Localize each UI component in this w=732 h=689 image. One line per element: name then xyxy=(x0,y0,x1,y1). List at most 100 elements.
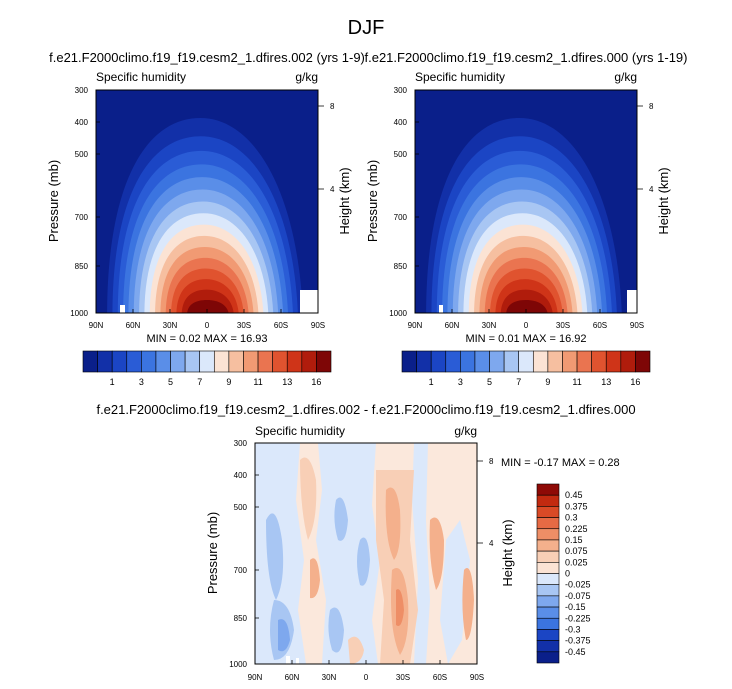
colorbar-label: -0.075 xyxy=(565,591,591,601)
x-tick-label: 30N xyxy=(482,321,497,330)
panel-3-y-right-axis: 8 4 Height (km) xyxy=(477,457,515,587)
y-axis-ticks xyxy=(96,89,100,314)
panel-3-colorbar: 0.450.3750.30.2250.150.0750.0250-0.025-0… xyxy=(536,483,591,664)
diff-region-positive xyxy=(300,457,317,540)
panel-1-contour-layer xyxy=(107,118,303,313)
contour-band xyxy=(506,300,548,313)
y-right-ticks xyxy=(637,105,643,190)
colorbar-label: -0.375 xyxy=(565,636,591,646)
figure-title: DJF xyxy=(348,17,385,39)
panel-1-title: f.e21.F2000climo.f19_f19.cesm2_1.dfires.… xyxy=(49,50,365,65)
colorbar-swatch xyxy=(401,350,417,373)
colorbar-label: 0.15 xyxy=(565,535,583,545)
colorbar-swatch xyxy=(316,350,332,373)
colorbar-label: 0 xyxy=(565,569,570,579)
y-right-tick-label: 8 xyxy=(489,457,494,466)
colorbar-swatch xyxy=(620,350,636,373)
x-tick-label: 0 xyxy=(205,321,210,330)
y-tick-label: 850 xyxy=(394,262,408,271)
colorbar-swatch xyxy=(536,562,560,574)
y-tick-label: 500 xyxy=(234,503,248,512)
colorbar-swatch xyxy=(532,350,549,373)
diff-region-negative xyxy=(316,443,380,664)
x-tick-label: 30S xyxy=(237,321,251,330)
panel-1-ylabel: Pressure (mb) xyxy=(46,160,61,242)
colorbar-swatch xyxy=(536,651,560,664)
diff-region-negative xyxy=(278,619,290,652)
colorbar-swatch xyxy=(301,350,317,373)
y-tick-label: 1000 xyxy=(229,660,247,669)
panel-2-ylabel: Pressure (mb) xyxy=(365,160,380,242)
y-tick-label: 700 xyxy=(234,566,248,575)
panel-3-ylabel-right: Height (km) xyxy=(500,519,515,586)
x-tick-label: 60N xyxy=(445,321,460,330)
panel-3-missing-cell xyxy=(296,658,299,664)
colorbar-label: -0.225 xyxy=(565,613,591,623)
panel-3-unit-label: g/kg xyxy=(454,424,477,438)
colorbar-label: 5 xyxy=(168,377,173,387)
colorbar-label: 7 xyxy=(197,377,202,387)
y-tick-label: 500 xyxy=(394,150,408,159)
panel-1: f.e21.F2000climo.f19_f19.cesm2_1.dfires.… xyxy=(46,50,365,387)
colorbar-swatch xyxy=(286,350,303,373)
x-axis-ticks xyxy=(254,660,478,664)
colorbar-swatch xyxy=(243,350,259,373)
y-right-tick-label: 4 xyxy=(649,185,654,194)
colorbar-swatch xyxy=(536,606,560,619)
y-right-tick-label: 8 xyxy=(330,102,335,111)
panel-2-plot-area xyxy=(415,90,637,313)
colorbar-label: 11 xyxy=(253,377,262,387)
colorbar-label: 16 xyxy=(630,377,640,387)
x-tick-label: 0 xyxy=(524,321,529,330)
y-right-tick-label: 4 xyxy=(489,539,494,548)
colorbar-swatch xyxy=(489,350,505,373)
panel-2-ylabel-right: Height (km) xyxy=(656,167,671,234)
panel-1-ylabel-right: Height (km) xyxy=(337,167,352,234)
panel-1-stats: MIN = 0.02 MAX = 16.93 xyxy=(146,333,267,345)
x-tick-label: 90N xyxy=(89,321,104,330)
colorbar-label: -0.15 xyxy=(565,602,586,612)
y-right-tick-label: 8 xyxy=(649,102,654,111)
colorbar-swatch xyxy=(97,350,113,373)
x-axis-ticks xyxy=(414,309,638,313)
panel-3-x-axis: 90N 60N 30N 0 30S 60S 90S xyxy=(248,660,484,682)
colorbar-label: 0.025 xyxy=(565,557,588,567)
y-tick-label: 400 xyxy=(394,118,408,127)
colorbar-swatch xyxy=(503,350,520,373)
diff-region-positive xyxy=(348,636,364,664)
x-tick-label: 90S xyxy=(470,673,484,682)
colorbar-swatch xyxy=(536,595,560,608)
diff-region-positive xyxy=(385,487,401,560)
y-tick-label: 500 xyxy=(75,150,89,159)
y-right-tick-label: 4 xyxy=(330,185,335,194)
x-tick-label: 90N xyxy=(408,321,423,330)
colorbar-swatch xyxy=(460,350,476,373)
colorbar-label: 0.45 xyxy=(565,490,583,500)
panel-1-plot-area xyxy=(96,90,318,313)
panel-3-plot-area xyxy=(255,443,477,664)
colorbar-swatch xyxy=(536,640,560,653)
colorbar-label: 0.375 xyxy=(565,501,588,511)
panel-2-missing-right xyxy=(627,290,637,313)
y-tick-label: 400 xyxy=(75,118,89,127)
colorbar-swatch xyxy=(170,350,186,373)
colorbar-label: 3 xyxy=(139,377,144,387)
x-axis-ticks xyxy=(95,309,319,313)
panel-2-title: f.e21.F2000climo.f19_f19.cesm2_1.dfires.… xyxy=(364,50,687,65)
diff-region-positive xyxy=(310,558,320,599)
colorbar-swatch xyxy=(605,350,622,373)
panel-3-contour-layer xyxy=(255,443,474,664)
colorbar-swatch xyxy=(213,350,230,373)
y-tick-label: 1000 xyxy=(389,309,407,318)
colorbar-label: 7 xyxy=(516,377,521,387)
diff-region-positive xyxy=(462,568,474,640)
panel-1-x-axis: 90N 60N 30N 0 30S 60S 90S xyxy=(89,309,325,330)
x-tick-label: 90N xyxy=(248,673,263,682)
colorbar-swatch xyxy=(228,350,244,373)
colorbar-swatch xyxy=(536,494,560,507)
colorbar-swatch xyxy=(141,350,157,373)
y-right-ticks xyxy=(318,105,324,190)
x-tick-label: 30N xyxy=(163,321,178,330)
y-right-ticks xyxy=(477,460,483,544)
colorbar-swatch xyxy=(199,350,215,373)
